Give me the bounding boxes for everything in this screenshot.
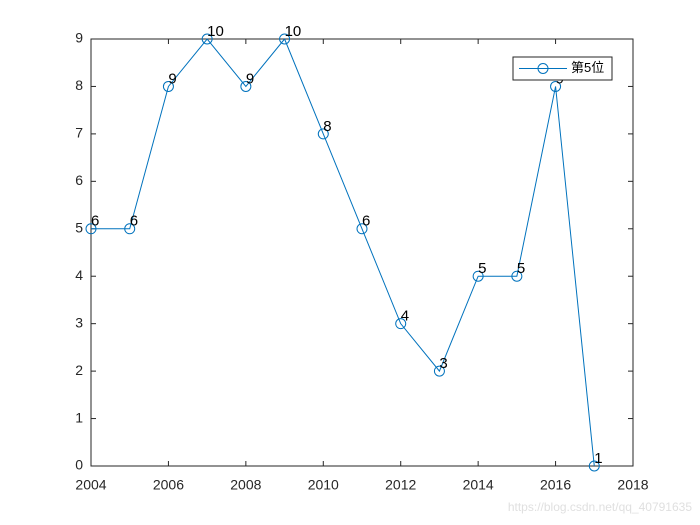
point-label: 9 (246, 70, 254, 87)
point-label: 5 (478, 260, 486, 277)
legend-marker (537, 63, 549, 74)
watermark: https://blog.csdn.net/qq_40791635 (508, 500, 692, 514)
x-tick-label: 2012 (385, 477, 416, 493)
y-tick-label: 6 (75, 172, 83, 188)
point-label: 8 (323, 118, 331, 135)
axes-box (90, 38, 634, 467)
legend: 第5位 (512, 56, 613, 81)
point (550, 80, 562, 92)
y-tick-label: 3 (75, 314, 83, 330)
point (279, 33, 291, 45)
point-label: 9 (168, 70, 176, 87)
y-tick-label: 1 (75, 409, 83, 425)
y-tick-label: 7 (75, 125, 83, 141)
point-label: 5 (517, 260, 525, 277)
x-tick-label: 2004 (75, 477, 106, 493)
y-tick-label: 9 (75, 30, 83, 46)
point-label: 10 (207, 23, 224, 40)
point-label: 6 (91, 213, 99, 230)
point-label: 1 (594, 450, 602, 467)
point (356, 223, 368, 235)
point (433, 365, 445, 377)
y-tick-label: 2 (75, 362, 83, 378)
x-tick-label: 2008 (230, 477, 261, 493)
point-label: 6 (362, 213, 370, 230)
legend-label: 第5位 (571, 60, 604, 75)
point-label: 3 (439, 355, 447, 372)
point (472, 270, 484, 282)
y-tick-label: 4 (75, 267, 83, 283)
y-tick-label: 5 (75, 219, 83, 235)
point (85, 223, 97, 235)
x-tick-label: 2014 (463, 477, 494, 493)
point (317, 128, 329, 140)
y-tick-label: 0 (75, 457, 83, 473)
series-line (91, 38, 595, 467)
point-label: 4 (401, 308, 409, 325)
point (240, 80, 252, 92)
y-tick-label: 8 (75, 77, 83, 93)
point (395, 318, 407, 330)
x-tick-label: 2018 (617, 477, 648, 493)
point (201, 33, 213, 45)
point-label: 6 (130, 213, 138, 230)
point-label: 10 (285, 23, 302, 40)
point (511, 270, 523, 282)
point (588, 460, 600, 472)
point (162, 80, 174, 92)
point (124, 223, 136, 235)
x-tick-label: 2006 (153, 477, 184, 493)
x-tick-label: 2016 (540, 477, 571, 493)
x-tick-label: 2010 (308, 477, 339, 493)
